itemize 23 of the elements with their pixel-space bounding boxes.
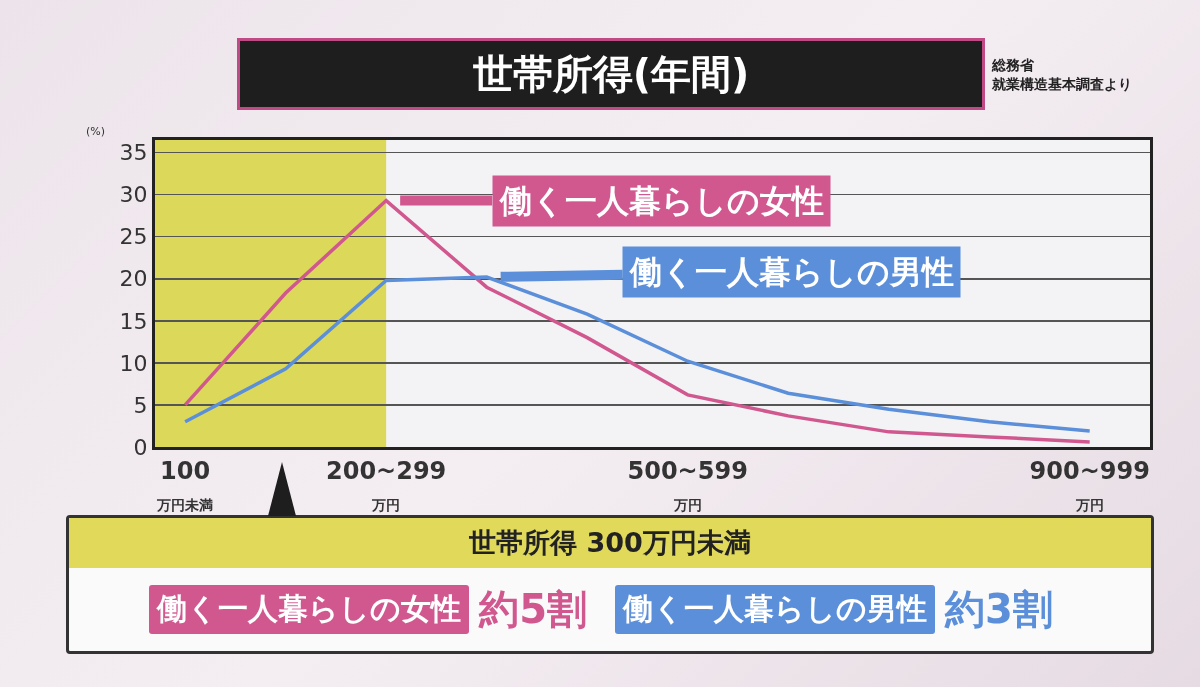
- text: 総務省: [992, 57, 1034, 73]
- text: 世帯所得 300万円未満: [69, 518, 1151, 568]
- y-tick-label: 25: [119, 224, 148, 250]
- y-tick-label: 5: [133, 392, 148, 418]
- x-tick-label: 100 万円未満: [156, 456, 214, 513]
- y-tick-label: 35: [119, 140, 148, 166]
- chart-title: 世帯所得(年間): [237, 38, 985, 110]
- text: 働く一人暮らしの男性: [623, 591, 927, 626]
- y-axis-title: (%): [86, 125, 106, 138]
- x-tick-label: 500~599 万円: [627, 456, 748, 513]
- text: 働く一人暮らしの女性: [157, 591, 462, 626]
- legend-label: 働く一人暮らしの男性: [629, 253, 954, 291]
- y-tick-label: 15: [119, 308, 148, 334]
- text: 約3割: [945, 585, 1053, 634]
- y-tick-label: 30: [119, 182, 148, 208]
- y-tick-label: 0: [133, 434, 148, 460]
- text: 就業構造基本調査より: [992, 76, 1132, 92]
- text: 約5割: [479, 585, 587, 634]
- y-tick-label: 10: [119, 350, 148, 376]
- x-tick-label: 900~999 万円: [1029, 456, 1150, 513]
- y-tick-label: 20: [119, 266, 148, 292]
- x-tick-label: 200~299 万円: [326, 456, 447, 513]
- legend-label: 働く一人暮らしの女性: [499, 182, 824, 220]
